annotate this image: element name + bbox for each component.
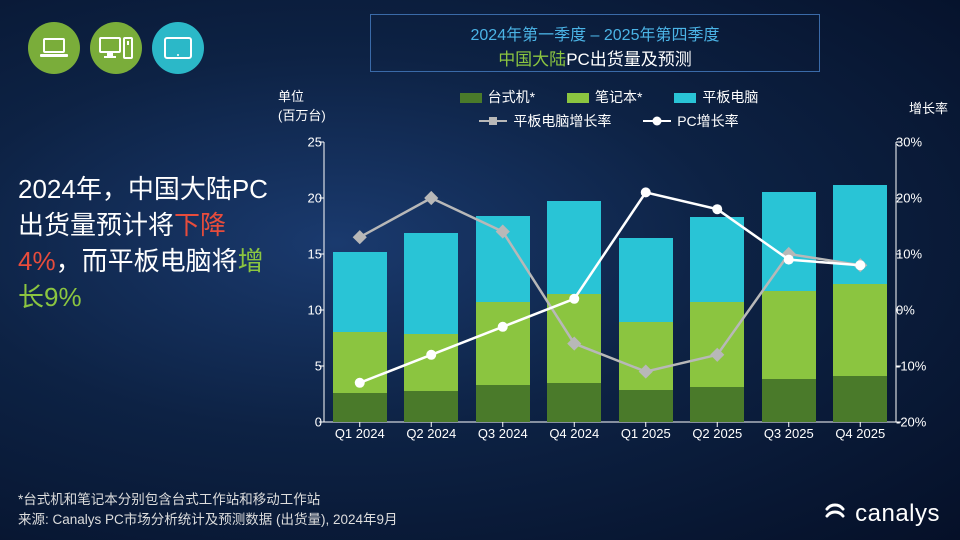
legend-tablet: 平板电脑: [674, 88, 758, 108]
tablet-icon: [152, 22, 204, 74]
plot-area: [324, 142, 896, 422]
legend: 台式机* 笔记本* 平板电脑 平板电脑增长率 PC增长率: [338, 88, 880, 131]
footnote: *台式机和笔记本分别包含台式工作站和移动工作站: [18, 488, 320, 508]
desktop-icon: [90, 22, 142, 74]
chart-title-box: 2024年第一季度 – 2025年第四季度 中国大陆PC出货量及预测: [370, 14, 820, 72]
logo-text: canalys: [855, 500, 940, 528]
source-text: 来源: Canalys PC市场分析统计及预测数据 (出货量), 2024年9月: [18, 508, 398, 528]
y2-axis-label: 增长率: [909, 98, 948, 117]
legend-tablet-growth: 平板电脑增长率: [479, 112, 611, 132]
title-main: 中国大陆PC出货量及预测: [371, 45, 819, 70]
device-icons: [28, 22, 204, 74]
legend-notebook: 笔记本*: [567, 88, 642, 108]
y2-ticks: -20%-10%0%10%20%30%: [896, 142, 938, 422]
x-ticks: Q1 2024Q2 2024Q3 2024Q4 2024Q1 2025Q2 20…: [324, 426, 896, 441]
logo-icon: [823, 502, 847, 526]
headline-text: 2024年，中国大陆PC出货量预计将下降4%，而平板电脑将增长9%: [18, 172, 278, 316]
canalys-logo: canalys: [823, 500, 940, 528]
legend-pc-growth: PC增长率: [643, 112, 738, 132]
title-period: 2024年第一季度 – 2025年第四季度: [371, 21, 819, 45]
growth-lines: [324, 142, 896, 422]
y1-axis-label: 单位 (百万台): [278, 86, 326, 124]
legend-desktop: 台式机*: [460, 88, 535, 108]
y1-ticks: 0510152025: [294, 142, 322, 422]
laptop-icon: [28, 22, 80, 74]
chart: 单位 (百万台) 增长率 台式机* 笔记本* 平板电脑 平板电脑增长率 PC增长…: [288, 88, 940, 458]
